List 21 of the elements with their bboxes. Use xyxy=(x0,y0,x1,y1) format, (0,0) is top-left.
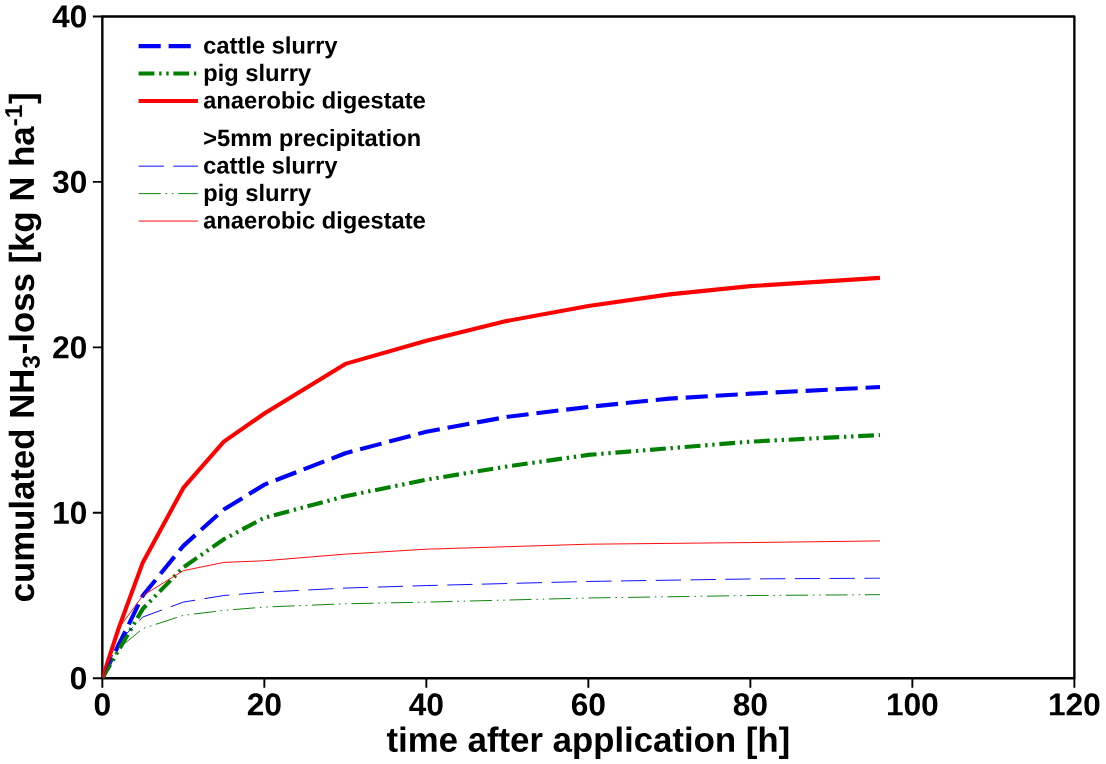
x-tick-label: 120 xyxy=(1049,693,1100,716)
y-tick-label: 30 xyxy=(52,170,86,193)
legend-label: anaerobic digestate xyxy=(203,91,425,114)
legend-label: anaerobic digestate xyxy=(203,211,425,234)
legend-label: pig slurry xyxy=(204,183,312,206)
y-tick-label: 40 xyxy=(52,5,86,28)
legend-label: cattle slurry xyxy=(204,36,338,59)
legend-label: pig slurry xyxy=(204,63,312,86)
annotation: >5mm precipitation xyxy=(204,128,420,151)
x-tick-label: 60 xyxy=(571,693,605,716)
x-tick-label: 80 xyxy=(733,693,767,716)
y-tick-label: 20 xyxy=(53,336,86,359)
y-tick-label: 10 xyxy=(54,501,86,524)
x-axis-title: time after application [h] xyxy=(386,726,789,759)
y-tick-label: 0 xyxy=(70,666,86,690)
x-tick-label: 100 xyxy=(887,693,938,716)
x-tick-label: 0 xyxy=(94,693,110,716)
legend-label: cattle slurry xyxy=(204,156,338,179)
y-axis-title: cumulated NH$_{3}$-loss [kg N ha$^{-1}$] xyxy=(5,94,42,601)
x-tick-label: 20 xyxy=(247,693,281,716)
x-tick-label: 40 xyxy=(409,693,443,716)
